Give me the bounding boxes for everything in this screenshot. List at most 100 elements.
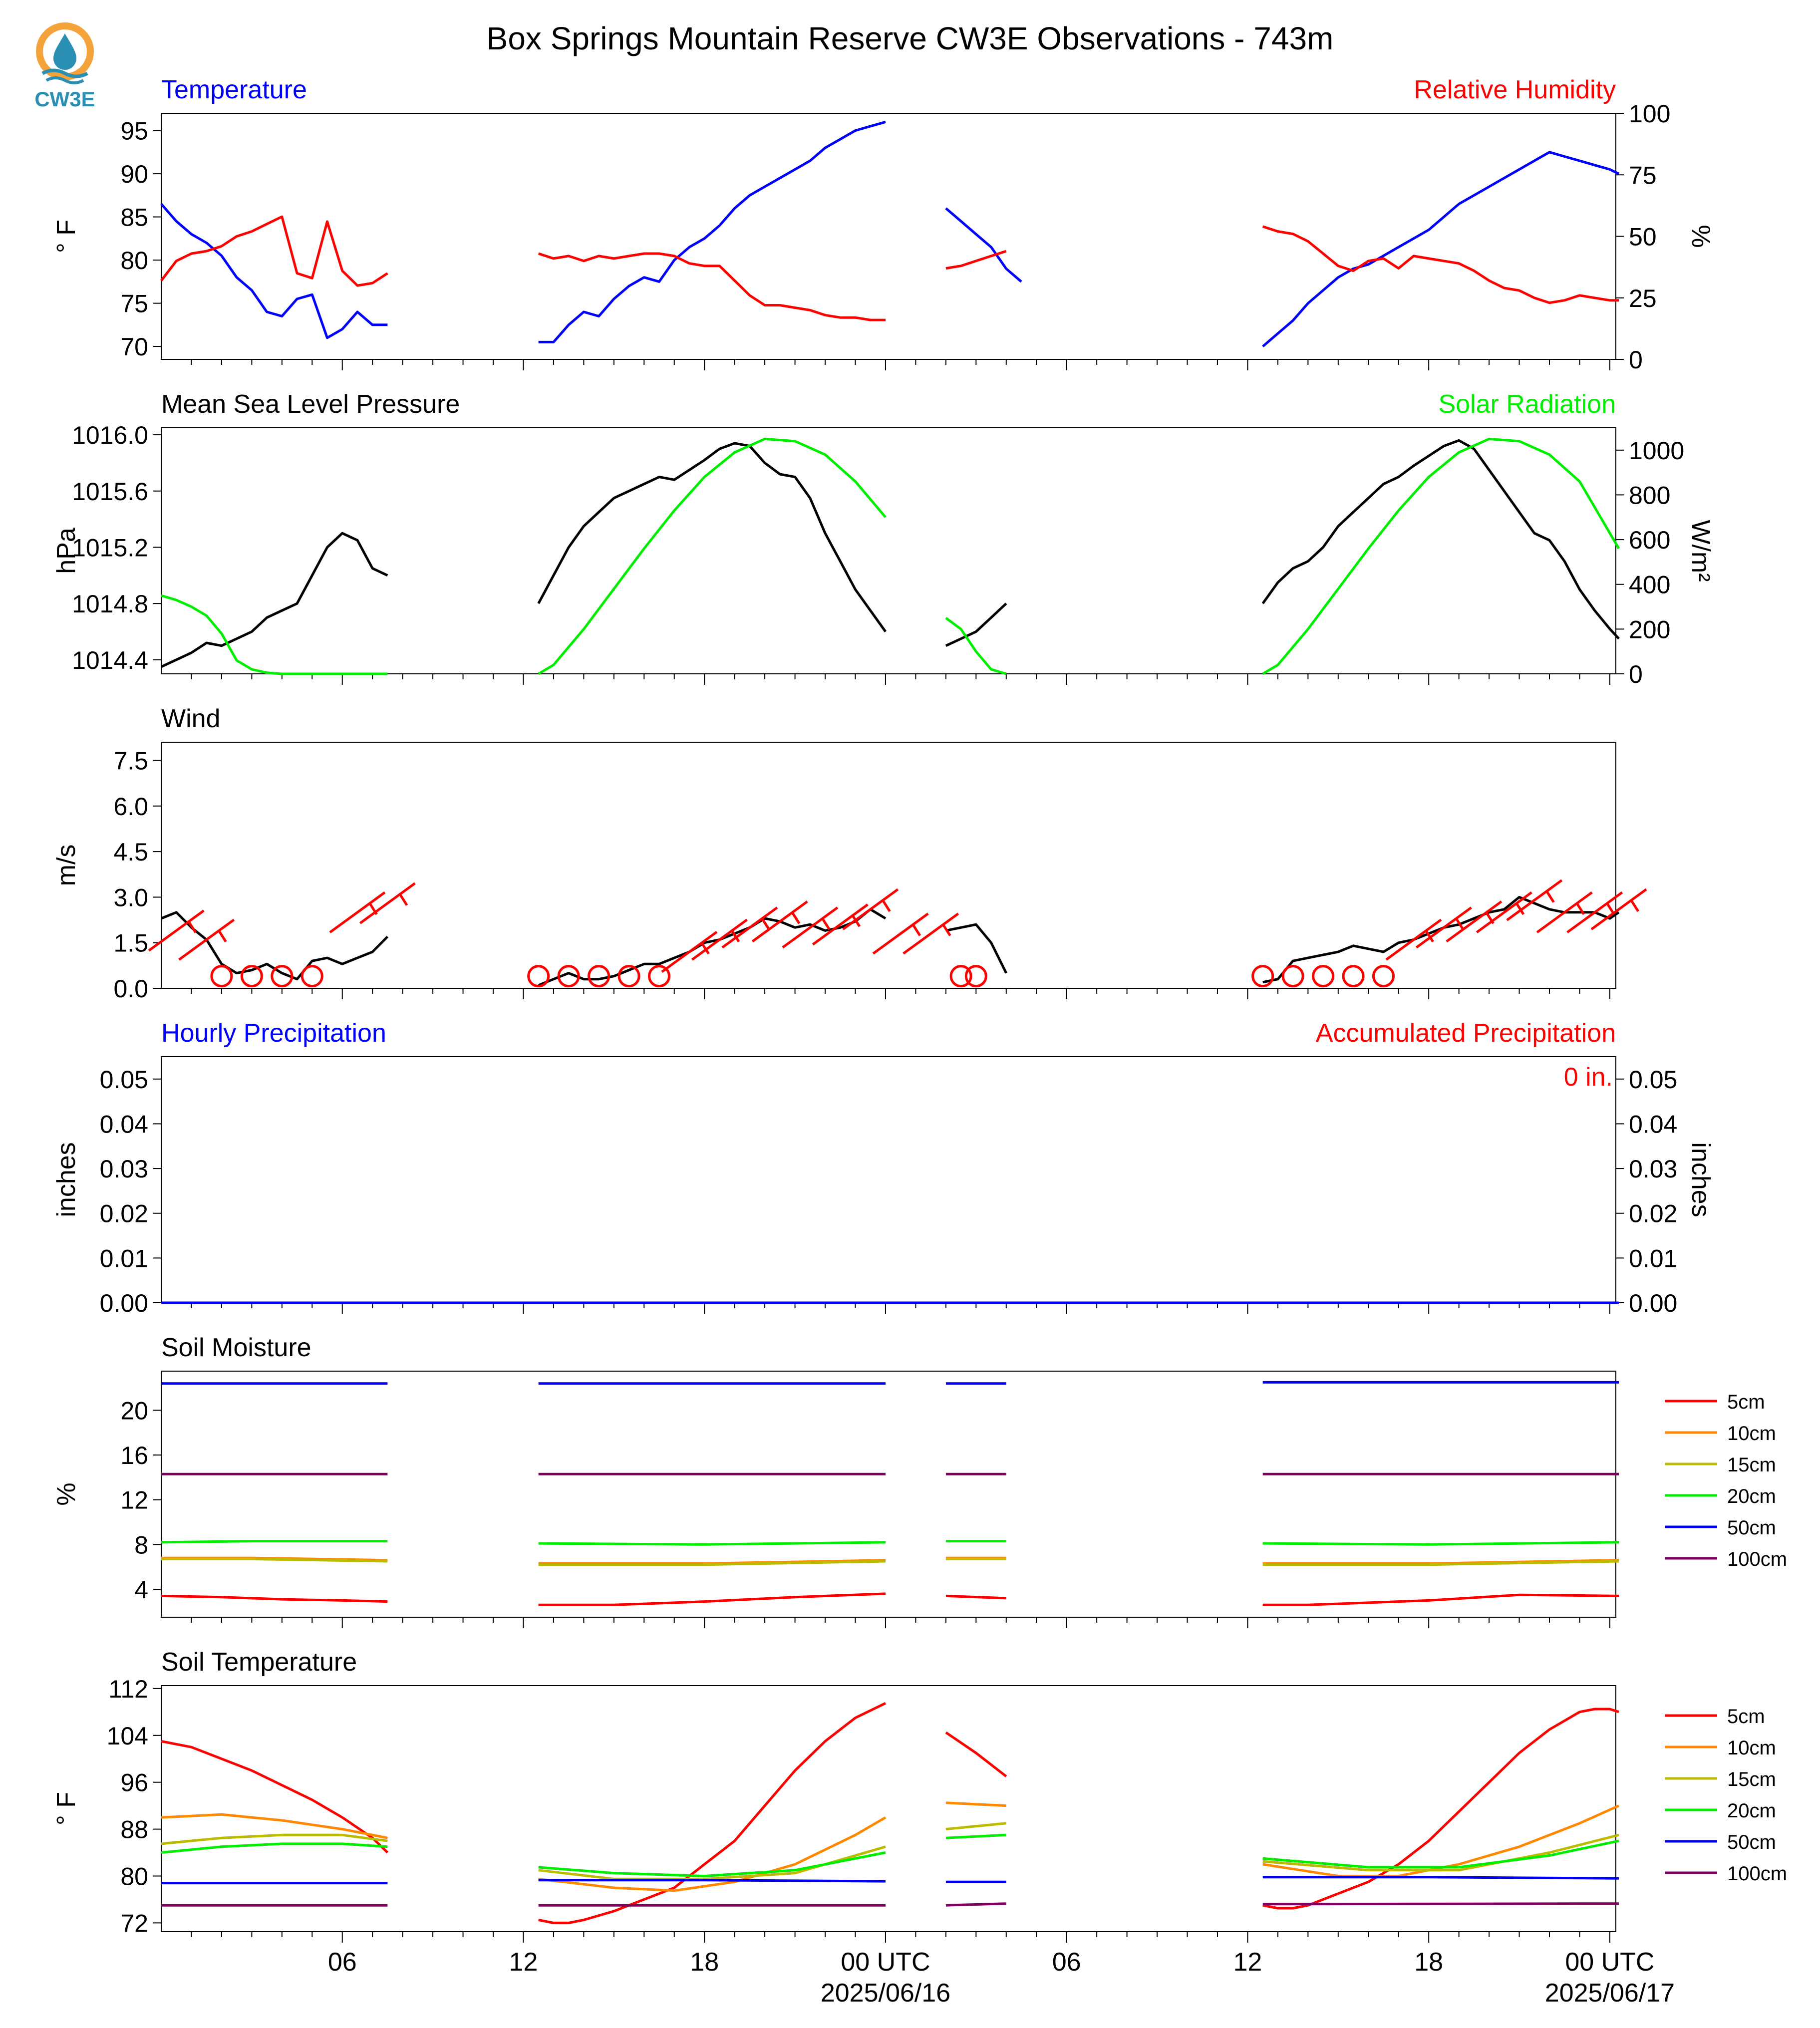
series-line-5cm xyxy=(538,1592,886,1606)
series-line-1 xyxy=(945,923,1008,974)
x-date-label: 2025/06/17 xyxy=(1545,1979,1675,2008)
legend-label: 15cm xyxy=(1727,1768,1776,1790)
series-line-50cm xyxy=(1262,1876,1619,1880)
legend-label: 10cm xyxy=(1727,1423,1776,1445)
wind-barb-flag xyxy=(700,942,710,955)
y-tick-label: 4 xyxy=(134,1576,148,1604)
x-date-label: 2025/06/16 xyxy=(821,1979,950,2008)
series-line-2 xyxy=(538,437,887,675)
wind-barb xyxy=(359,882,416,924)
y-tick-label-right: 800 xyxy=(1629,481,1670,509)
series-line-20cm xyxy=(1262,1839,1619,1869)
legend-label: 15cm xyxy=(1727,1454,1776,1476)
series-line-2 xyxy=(945,250,1007,270)
series-line-15cm xyxy=(1262,1833,1619,1872)
wind-barb xyxy=(1506,879,1563,921)
wind-barb-flag xyxy=(1425,930,1434,942)
legend: 5cm 10cm 15cm 20cm 50cm 100cm xyxy=(1665,1706,1787,1885)
y-tick-label: 0.02 xyxy=(100,1200,148,1228)
wind-barb-flag xyxy=(761,917,770,930)
series-line-15cm xyxy=(161,1833,388,1845)
y-axis-label: ° F xyxy=(52,220,81,253)
y-tick-label: 0.01 xyxy=(100,1244,148,1272)
legend: 5cm 10cm 15cm 20cm 50cm 100cm xyxy=(1665,1391,1787,1570)
series-line-1 xyxy=(945,602,1007,647)
y-tick-label-right: 400 xyxy=(1629,571,1670,599)
wind-barb-flag xyxy=(187,921,197,933)
y-tick-label-right: 0.04 xyxy=(1629,1110,1677,1138)
series-line-5cm xyxy=(945,1594,1006,1600)
panel-frame xyxy=(161,1685,1616,1932)
wind-barb xyxy=(1566,891,1623,933)
y-axis-label: m/s xyxy=(52,845,81,886)
series-line-1 xyxy=(538,120,886,343)
y-tick-label: 0.03 xyxy=(100,1155,148,1183)
y-tick-label-right: 600 xyxy=(1629,526,1670,554)
calm-wind-marker xyxy=(1342,965,1365,988)
wind-barb-flag xyxy=(942,924,951,936)
logo-drop xyxy=(53,33,76,70)
y-tick-label: 8 xyxy=(134,1531,148,1559)
wind-barb-flag xyxy=(821,917,831,930)
x-tick-label: 06 xyxy=(1052,1948,1081,1977)
y-axis-label: % xyxy=(52,1482,81,1505)
series-line-5cm xyxy=(1262,1593,1619,1606)
calm-wind-marker xyxy=(1312,965,1335,988)
wind-barb xyxy=(721,906,778,949)
y-tick-label: 80 xyxy=(120,1862,148,1890)
series-line-1 xyxy=(160,532,388,668)
wind-barb-flag xyxy=(1545,890,1555,903)
wind-barb xyxy=(751,900,808,943)
panel-title-left: Soil Moisture xyxy=(161,1333,311,1362)
wind-barb xyxy=(661,930,718,973)
y-tick-label: 20 xyxy=(120,1397,148,1425)
y-tick-label: 0.05 xyxy=(100,1066,148,1094)
series-line-2 xyxy=(160,215,388,287)
y-tick-label: 70 xyxy=(120,333,148,361)
calm-wind-marker xyxy=(1372,965,1395,988)
wind-barb xyxy=(148,909,205,952)
wind-barb-flag xyxy=(218,930,227,942)
y-tick-label: 72 xyxy=(120,1909,148,1937)
series-line-1 xyxy=(538,908,887,987)
x-tick-label: 06 xyxy=(328,1948,357,1977)
logo-wave-1 xyxy=(41,68,88,78)
y-tick-label: 1014.4 xyxy=(72,646,148,674)
y-tick-label-right: 0.01 xyxy=(1629,1244,1677,1272)
wind-barb xyxy=(1446,900,1503,943)
legend-label: 100cm xyxy=(1727,1863,1787,1885)
y-tick-label: 0.0 xyxy=(113,975,148,1003)
cw3e-drop-logo-icon: CW3E xyxy=(34,22,95,111)
series-line-5cm xyxy=(1262,1708,1619,1910)
y-tick-label: 1.5 xyxy=(113,929,148,957)
y-tick-label-right: 0 xyxy=(1629,660,1643,688)
series-line-50cm xyxy=(538,1879,886,1883)
panel-5: Soil Moisture 4 8 12 16 20% 5cm 10cm 15cm 20cm 50c… xyxy=(52,1333,1787,1628)
panel-frame xyxy=(161,1371,1616,1618)
wind-barb xyxy=(812,903,869,946)
y-tick-label: 95 xyxy=(120,117,148,145)
y-tick-label-right: 25 xyxy=(1629,285,1657,312)
y-axis-label: hPa xyxy=(52,528,81,574)
wind-barb-flag xyxy=(1630,899,1639,912)
panel-title-left: Wind xyxy=(161,704,220,733)
calm-wind-marker xyxy=(557,965,580,988)
series-line-20cm xyxy=(1262,1541,1619,1546)
wind-barb-flag xyxy=(911,924,921,936)
panel-annotation: 0 in. xyxy=(1564,1063,1613,1092)
wind-barb xyxy=(1415,906,1472,949)
series-line-2 xyxy=(1262,437,1620,675)
panel-2: Mean Sea Level Pressure Solar Radiation 10… xyxy=(52,390,1715,688)
x-tick-label: 00 UTC xyxy=(841,1948,930,1977)
calm-wind-marker xyxy=(210,965,233,988)
series-line-1 xyxy=(160,203,388,339)
panel-title-left: Hourly Precipitation xyxy=(161,1019,386,1048)
calm-wind-marker xyxy=(588,965,610,988)
series-line-2 xyxy=(538,252,886,321)
wind-barb-flag xyxy=(1455,917,1465,930)
calm-wind-marker xyxy=(527,965,550,988)
y-tick-label: 6.0 xyxy=(113,793,148,821)
wind-barb xyxy=(903,912,959,955)
wind-barb xyxy=(872,912,929,955)
